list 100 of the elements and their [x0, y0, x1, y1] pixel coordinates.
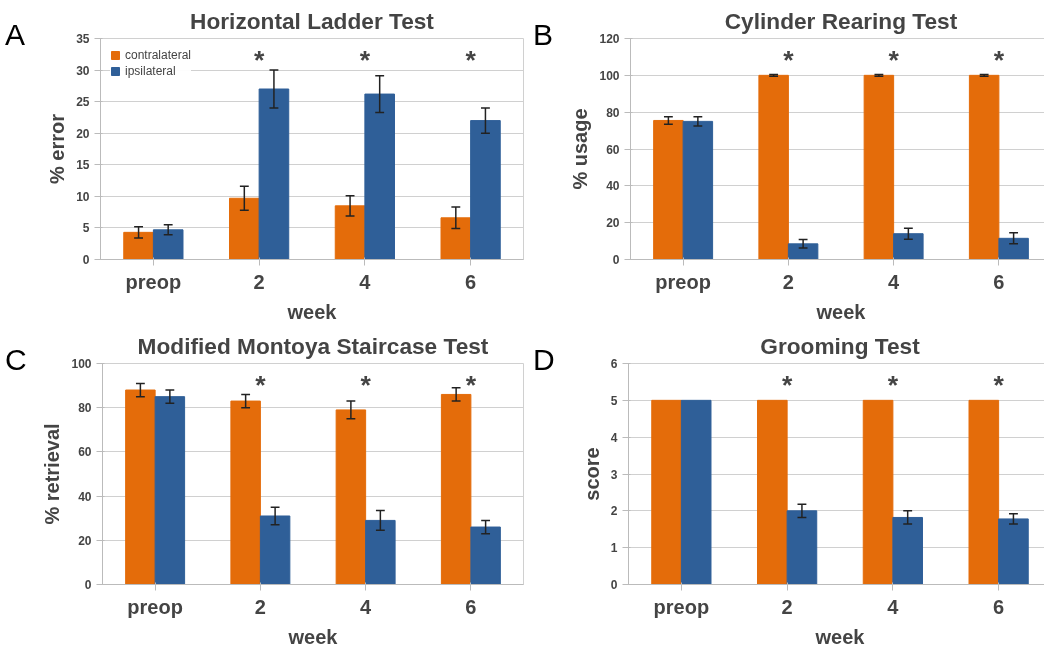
bar	[258, 88, 290, 260]
bar	[892, 516, 923, 585]
chart-title: Modified Montoya Staircase Test	[137, 332, 489, 359]
annotation: *	[781, 369, 793, 400]
y-tick-label: 1	[610, 541, 618, 556]
chart-title: Cylinder Rearing Test	[724, 7, 958, 34]
bar	[651, 399, 682, 585]
y-tick-label: 20	[78, 533, 92, 548]
y-tick-label: 100	[599, 68, 620, 83]
bar	[968, 399, 1000, 585]
y-tick-label: 5	[610, 393, 618, 408]
x-axis-title: week	[815, 300, 867, 323]
bar	[364, 93, 395, 260]
annotation: *	[360, 369, 372, 400]
bar	[863, 74, 895, 260]
x-tick-label: 2	[254, 595, 266, 618]
bar	[787, 243, 819, 260]
annotation: *	[465, 369, 477, 400]
bar	[440, 393, 472, 585]
y-tick-label: 3	[610, 467, 618, 482]
annotation: *	[465, 44, 477, 75]
y-tick-label: 25	[76, 95, 90, 110]
y-tick-label: 0	[610, 578, 618, 592]
bar	[334, 205, 366, 260]
bar	[123, 231, 154, 260]
y-tick-label: 15	[76, 158, 90, 173]
x-tick-label: 6	[465, 595, 477, 618]
bar	[259, 515, 291, 585]
x-tick-label: 6	[993, 595, 1005, 618]
y-tick-label: 20	[76, 126, 90, 141]
y-tick-label: 30	[76, 63, 90, 78]
x-tick-label: 4	[887, 595, 900, 618]
y-tick-label: 60	[78, 445, 92, 460]
bar	[893, 233, 924, 260]
y-tick-label: 120	[599, 32, 620, 46]
bar	[125, 389, 156, 585]
x-tick-label: 6	[993, 270, 1005, 293]
bar	[154, 396, 186, 585]
bar	[152, 229, 184, 260]
bar	[470, 120, 501, 260]
bar	[757, 399, 788, 585]
bar	[335, 409, 367, 585]
y-tick-label: 4	[610, 430, 618, 445]
y-tick-label: 0	[82, 253, 90, 267]
annotation: *	[783, 44, 795, 75]
bar	[440, 217, 472, 260]
y-tick-label: 40	[78, 489, 92, 504]
y-tick-label: 40	[606, 179, 620, 194]
annotation: *	[359, 44, 371, 75]
bar	[998, 518, 1029, 585]
x-tick-label: preop	[655, 270, 711, 293]
y-tick-label: 0	[612, 253, 620, 267]
x-tick-label: 4	[888, 270, 901, 293]
bar	[653, 119, 684, 260]
x-tick-label: preop	[653, 595, 710, 618]
y-tick-label: 10	[76, 189, 90, 204]
annotation: *	[993, 44, 1005, 75]
y-tick-label: 80	[78, 401, 92, 416]
annotation: *	[887, 369, 899, 400]
x-tick-label: 2	[782, 270, 794, 293]
y-tick-label: 35	[76, 32, 90, 46]
y-axis-title: % usage	[569, 108, 592, 190]
text: B	[533, 17, 554, 53]
x-axis-title: week	[814, 625, 866, 648]
annotation: *	[253, 44, 265, 75]
x-tick-label: preop	[127, 595, 183, 618]
bar	[968, 74, 1000, 260]
y-axis-title: % retrieval	[41, 423, 64, 525]
y-tick-label: 100	[71, 357, 92, 371]
bar	[998, 237, 1029, 260]
legend-label: contralateral	[125, 48, 192, 62]
text: D	[533, 342, 555, 378]
text: C	[5, 342, 27, 378]
y-tick-label: 5	[82, 221, 90, 236]
x-tick-label: 6	[465, 270, 477, 293]
text: A	[5, 17, 26, 53]
x-tick-label: 2	[781, 595, 793, 618]
x-tick-label: 4	[359, 270, 372, 293]
y-tick-label: 6	[610, 357, 618, 371]
y-tick-label: 2	[610, 504, 618, 519]
x-tick-label: preop	[125, 270, 182, 293]
y-tick-label: 0	[84, 578, 92, 592]
y-axis-title: % error	[46, 113, 69, 185]
y-tick-label: 60	[606, 142, 620, 157]
bar	[230, 400, 261, 585]
legend-label: ipsilateral	[125, 64, 176, 78]
x-tick-label: 4	[360, 595, 373, 618]
x-axis-title: week	[287, 625, 339, 648]
x-axis-title: week	[286, 300, 338, 323]
bar	[862, 399, 894, 585]
x-tick-label: 2	[253, 270, 265, 293]
bar	[680, 399, 712, 585]
annotation: *	[255, 369, 267, 400]
annotation: *	[993, 369, 1005, 400]
bar	[229, 197, 260, 260]
y-tick-label: 20	[606, 216, 620, 231]
bar	[470, 526, 501, 585]
y-tick-label: 80	[606, 105, 620, 120]
chart-title: Grooming Test	[760, 332, 921, 359]
bar	[365, 519, 396, 585]
